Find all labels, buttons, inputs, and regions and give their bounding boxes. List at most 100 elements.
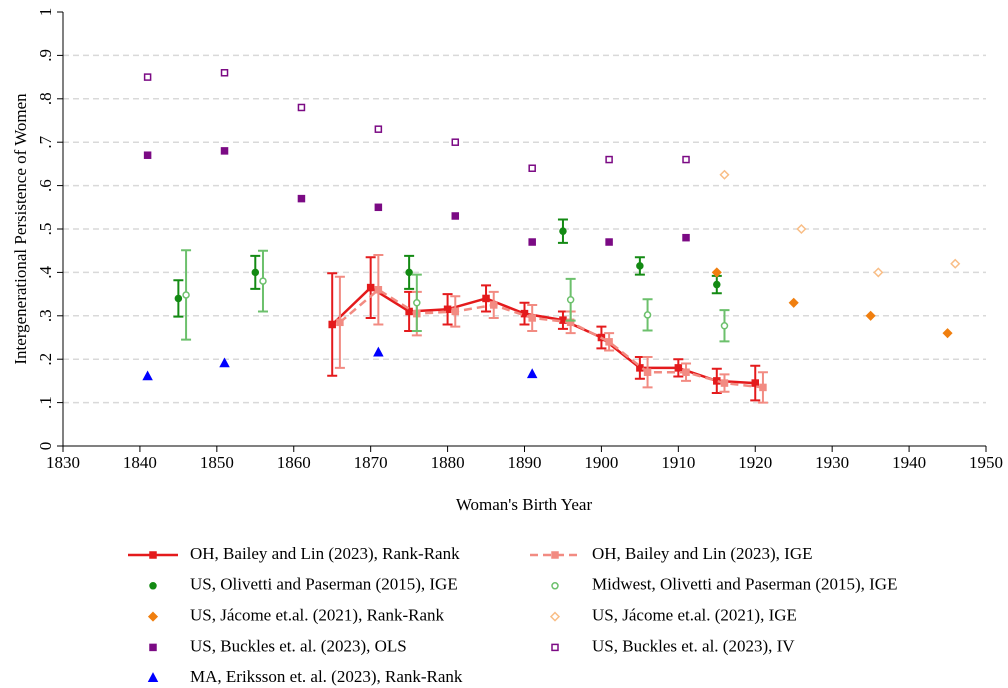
x-tick-label: 1870 (354, 453, 388, 472)
point (605, 338, 613, 346)
point (751, 379, 759, 387)
y-tick-label: .3 (36, 309, 55, 322)
legend-label: MA, Eriksson et. al. (2023), Rank-Rank (190, 667, 463, 686)
legend-label: Midwest, Olivetti and Paserman (2015), I… (592, 575, 897, 594)
point (374, 203, 383, 212)
point (259, 277, 267, 285)
point (328, 320, 336, 329)
legend-label: US, Buckles et. al. (2023), OLS (190, 636, 407, 655)
point (865, 310, 876, 321)
legend-label: US, Jácome et.al. (2021), IGE (592, 606, 797, 625)
point (713, 280, 721, 289)
point (528, 164, 536, 172)
point (366, 283, 375, 292)
point (405, 268, 413, 277)
x-tick-label: 1910 (661, 453, 695, 472)
y-tick-label: .9 (36, 49, 55, 62)
legend-marker (149, 643, 157, 652)
y-tick-label: .2 (36, 353, 55, 366)
x-tick-label: 1850 (200, 453, 234, 472)
point (373, 346, 384, 357)
y-tick-label: .6 (36, 179, 55, 192)
point (405, 307, 413, 316)
point (759, 383, 767, 392)
x-tick-label: 1840 (123, 453, 157, 472)
legend-marker (147, 672, 159, 682)
x-axis-title: Woman's Birth Year (456, 495, 593, 514)
legend-marker (149, 551, 157, 559)
point (528, 238, 536, 246)
point (674, 364, 683, 372)
legend-marker (551, 582, 559, 590)
point (451, 212, 460, 220)
point (451, 307, 460, 316)
point (526, 368, 538, 379)
point (297, 103, 306, 112)
point (251, 268, 260, 277)
legend-marker (149, 582, 157, 590)
point (643, 311, 652, 319)
legend-marker (551, 643, 559, 652)
point (482, 294, 490, 303)
point (182, 291, 190, 299)
point (451, 138, 460, 146)
legend-label: OH, Bailey and Lin (2023), Rank-Rank (190, 544, 460, 563)
point (443, 305, 452, 314)
point (711, 267, 722, 278)
point (220, 69, 229, 77)
x-tick-label: 1830 (46, 453, 80, 472)
y-tick-label: .7 (36, 135, 55, 148)
y-tick-label: 1 (36, 8, 55, 17)
x-tick-label: 1900 (584, 453, 618, 472)
point (143, 151, 152, 159)
legend-label: US, Jácome et.al. (2021), Rank-Rank (190, 606, 444, 625)
point (950, 258, 961, 269)
point (374, 286, 383, 294)
point (297, 194, 306, 203)
y-tick-label: 0 (36, 442, 55, 451)
point (220, 147, 229, 155)
point (636, 262, 644, 270)
point (528, 314, 536, 322)
point (605, 155, 613, 164)
point (796, 223, 807, 235)
legend-marker (551, 551, 559, 559)
point (174, 294, 183, 303)
point (219, 357, 230, 368)
y-tick-label: .4 (36, 266, 55, 279)
point (605, 238, 613, 246)
x-tick-label: 1860 (277, 453, 311, 472)
y-tick-label: .5 (36, 223, 55, 236)
point (788, 297, 799, 308)
y-axis-title: Intergenerational Persistence of Women (11, 93, 30, 365)
point (719, 169, 730, 180)
point (942, 328, 953, 339)
legend-marker (549, 611, 561, 622)
point (873, 267, 884, 278)
point (489, 301, 498, 309)
point (720, 322, 729, 330)
point (413, 299, 421, 307)
x-tick-label: 1940 (892, 453, 926, 472)
legend-label: OH, Bailey and Lin (2023), IGE (592, 544, 812, 563)
legend-label: US, Olivetti and Paserman (2015), IGE (190, 575, 458, 594)
point (682, 368, 690, 376)
x-tick-label: 1880 (431, 453, 465, 472)
x-tick-label: 1920 (738, 453, 772, 472)
point (682, 155, 690, 164)
x-tick-label: 1890 (508, 453, 542, 472)
point (566, 295, 575, 304)
point (559, 316, 567, 324)
point (559, 227, 567, 235)
point (520, 309, 529, 318)
x-tick-label: 1950 (969, 453, 1003, 472)
y-tick-label: .1 (36, 396, 55, 409)
legend-marker (147, 611, 159, 622)
y-tick-label: .8 (36, 92, 55, 105)
point (143, 73, 152, 81)
point (374, 125, 383, 133)
point (720, 379, 729, 387)
x-tick-label: 1930 (815, 453, 849, 472)
